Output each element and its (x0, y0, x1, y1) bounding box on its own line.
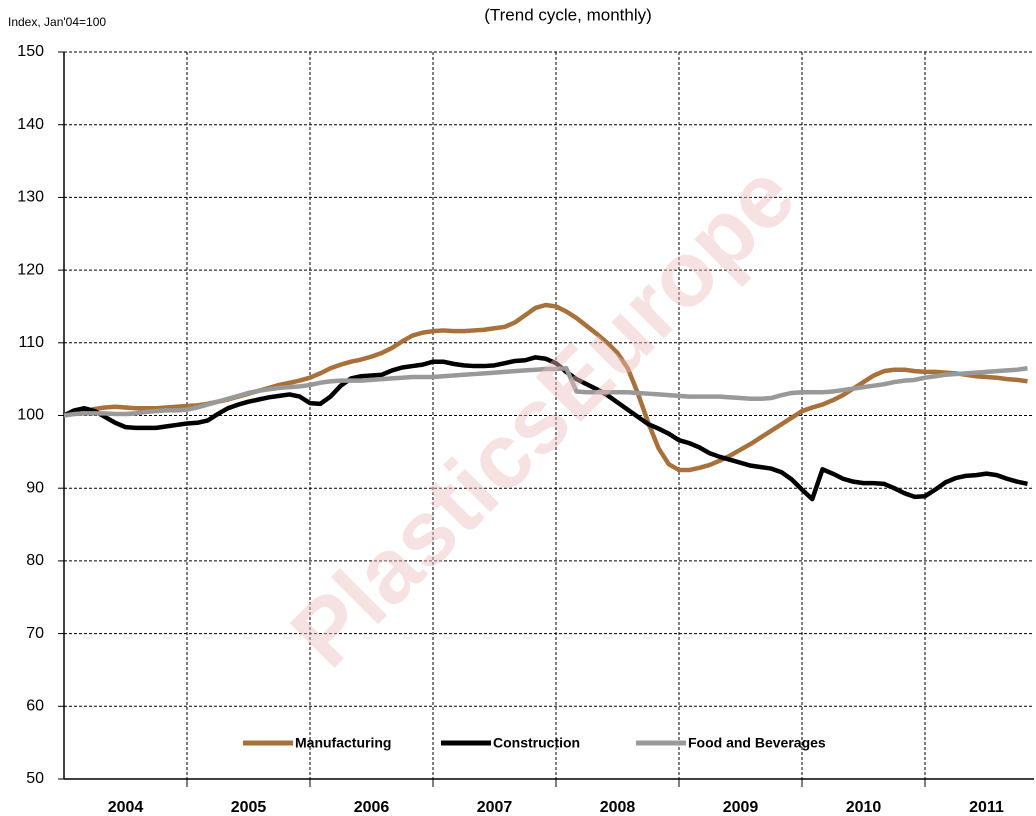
y-tick-label: 130 (17, 189, 44, 206)
x-tick-label: 2005 (231, 799, 267, 816)
x-tick-label: 2004 (108, 799, 144, 816)
y-tick-label: 90 (26, 479, 44, 496)
legend-label: Manufacturing (295, 735, 391, 751)
watermark: PlasticsEurope (272, 144, 814, 686)
chart-title: (Trend cycle, monthly) (484, 5, 652, 24)
x-tick-label: 2006 (354, 799, 390, 816)
x-tick-label: 2008 (600, 799, 636, 816)
series-line (62, 355, 1028, 502)
legend-label: Food and Beverages (688, 735, 826, 751)
x-tick-label: 2009 (723, 799, 759, 816)
y-tick-label: 50 (26, 770, 44, 787)
y-tick-label: 140 (17, 116, 44, 133)
y-tick-label: 70 (26, 625, 44, 642)
y-tick-label: 100 (17, 407, 44, 424)
x-tick-label: 2011 (969, 799, 1004, 816)
y-tick-label: 120 (17, 261, 44, 278)
x-tick-label: 2010 (846, 799, 882, 816)
legend-label: Construction (493, 735, 580, 751)
y-tick-label: 150 (17, 43, 44, 60)
x-tick-label: 2007 (477, 799, 513, 816)
y-tick-label: 60 (26, 698, 44, 715)
y-axis-label: Index, Jan'04=100 (8, 15, 106, 29)
y-tick-label: 80 (26, 552, 44, 569)
series-line (63, 366, 1028, 418)
y-tick-label: 110 (18, 334, 44, 351)
